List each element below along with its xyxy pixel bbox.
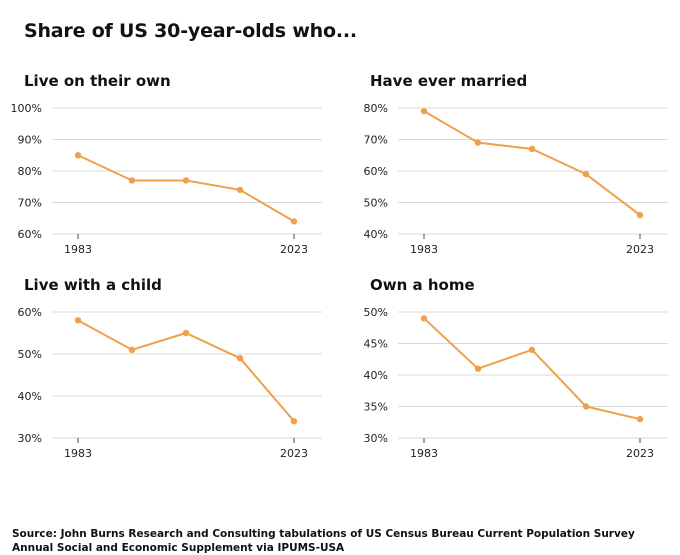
data-point bbox=[236, 186, 244, 194]
y-tick-label: 40% bbox=[364, 369, 388, 382]
y-tick-label: 70% bbox=[18, 197, 42, 210]
y-tick-label: 60% bbox=[18, 306, 42, 319]
data-point bbox=[636, 211, 644, 219]
y-tick-label: 60% bbox=[18, 228, 42, 241]
data-point bbox=[290, 418, 298, 425]
y-tick-label: 50% bbox=[18, 348, 42, 361]
series-line bbox=[423, 317, 641, 421]
x-tick-label: 1983 bbox=[410, 243, 438, 256]
data-point bbox=[582, 170, 590, 178]
x-tick-label: 1983 bbox=[410, 447, 438, 460]
data-point bbox=[182, 329, 190, 337]
data-point bbox=[420, 107, 428, 115]
x-tick-label: 2023 bbox=[280, 447, 308, 460]
y-tick-label: 90% bbox=[18, 134, 42, 147]
y-tick-label: 70% bbox=[364, 134, 388, 147]
data-point bbox=[74, 152, 82, 159]
y-tick-label: 50% bbox=[364, 306, 388, 319]
y-tick-label: 80% bbox=[364, 102, 388, 115]
data-point bbox=[236, 355, 244, 362]
data-point bbox=[128, 346, 136, 353]
y-tick-label: 80% bbox=[18, 165, 42, 178]
data-point bbox=[528, 145, 536, 153]
y-tick-label: 50% bbox=[364, 197, 388, 210]
data-point bbox=[74, 317, 82, 324]
data-point bbox=[474, 139, 482, 146]
data-point bbox=[182, 177, 190, 184]
y-tick-label: 100% bbox=[11, 102, 42, 115]
x-tick-label: 2023 bbox=[280, 243, 308, 256]
y-tick-label: 30% bbox=[364, 432, 388, 445]
data-point bbox=[474, 365, 482, 372]
panel-title: Live on their own bbox=[24, 72, 171, 90]
panel-title: Live with a child bbox=[24, 276, 162, 294]
panel-own-home: Own a home 30% 35% 40% 45% 50% 1983 2023 bbox=[364, 276, 680, 466]
panel-live-with-child: Live with a child 30% 40% 50% 60% 1983 2023 bbox=[18, 276, 344, 466]
data-point bbox=[528, 346, 536, 353]
line-chart: 40% 50% 60% 70% 80% 1983 2023 bbox=[364, 102, 668, 256]
y-tick-label: 40% bbox=[364, 228, 388, 241]
series-line bbox=[77, 154, 295, 223]
x-tick-label: 1983 bbox=[64, 243, 92, 256]
y-tick-label: 40% bbox=[18, 390, 42, 403]
data-point bbox=[636, 415, 644, 423]
data-point bbox=[420, 315, 428, 322]
data-point bbox=[290, 218, 298, 225]
panel-ever-married: Have ever married 40% 50% 60% 70% 80% 1983 202… bbox=[364, 72, 680, 262]
x-tick-label: 2023 bbox=[626, 447, 654, 460]
line-chart: 60% 70% 80% 90% 100% 1983 2023 bbox=[11, 102, 322, 256]
y-tick-label: 30% bbox=[18, 432, 42, 445]
series-line bbox=[423, 110, 641, 216]
line-chart: 30% 40% 50% 60% 1983 2023 bbox=[18, 306, 322, 460]
x-tick-label: 2023 bbox=[626, 243, 654, 256]
panel-title: Own a home bbox=[370, 276, 475, 294]
x-tick-label: 1983 bbox=[64, 447, 92, 460]
data-point bbox=[582, 403, 590, 410]
y-tick-label: 45% bbox=[364, 338, 388, 351]
data-point bbox=[128, 177, 136, 184]
y-tick-label: 35% bbox=[364, 401, 388, 414]
line-chart: 30% 35% 40% 45% 50% 1983 2023 bbox=[364, 306, 668, 460]
main-title: Share of US 30-year-olds who... bbox=[24, 20, 357, 42]
y-tick-label: 60% bbox=[364, 165, 388, 178]
panel-title: Have ever married bbox=[370, 72, 528, 90]
source-note: Source: John Burns Research and Consulti… bbox=[12, 528, 635, 554]
panel-live-on-own: Live on their own 60% 70% 80% 90% 100% 1983 20… bbox=[11, 72, 344, 262]
